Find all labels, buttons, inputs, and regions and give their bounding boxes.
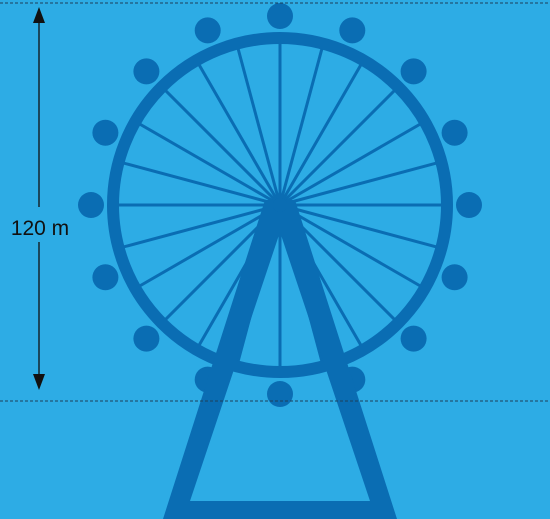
wheel-rim [107,32,453,378]
wheel-spoke [279,122,422,207]
wheel-spoke [279,203,438,249]
gondola [194,17,221,44]
gondola [441,119,468,146]
gondola [92,264,119,291]
gondola [400,58,427,85]
wheel-spoke [278,88,397,207]
height-label: 120 m [10,217,70,240]
wheel-spoke [279,161,438,207]
wheel-spoke [163,88,282,207]
dimension-arrow-up [33,7,45,23]
wheel-gondolas [78,3,482,407]
wheel-spoke [122,161,281,207]
wheel-spoke [279,203,422,288]
wheel-spoke [197,63,282,206]
gondola [92,119,119,146]
wheel-spoke [138,122,281,207]
wheel-spoke [278,63,363,206]
wheel-spoke [278,47,324,206]
wheel-spoke [138,203,281,288]
wheel-spoke [122,203,281,249]
wheel-hub [273,198,287,212]
gondola [441,264,468,291]
dimension-arrow-down [33,374,45,390]
gondola [456,192,482,218]
gondola [400,325,427,352]
support-legs [163,200,397,519]
gondola [267,381,293,407]
gondola [339,17,366,44]
gondola [133,58,160,85]
gondola [267,3,293,29]
gondola [78,192,104,218]
gondola [133,325,160,352]
wheel-spoke [236,47,282,206]
